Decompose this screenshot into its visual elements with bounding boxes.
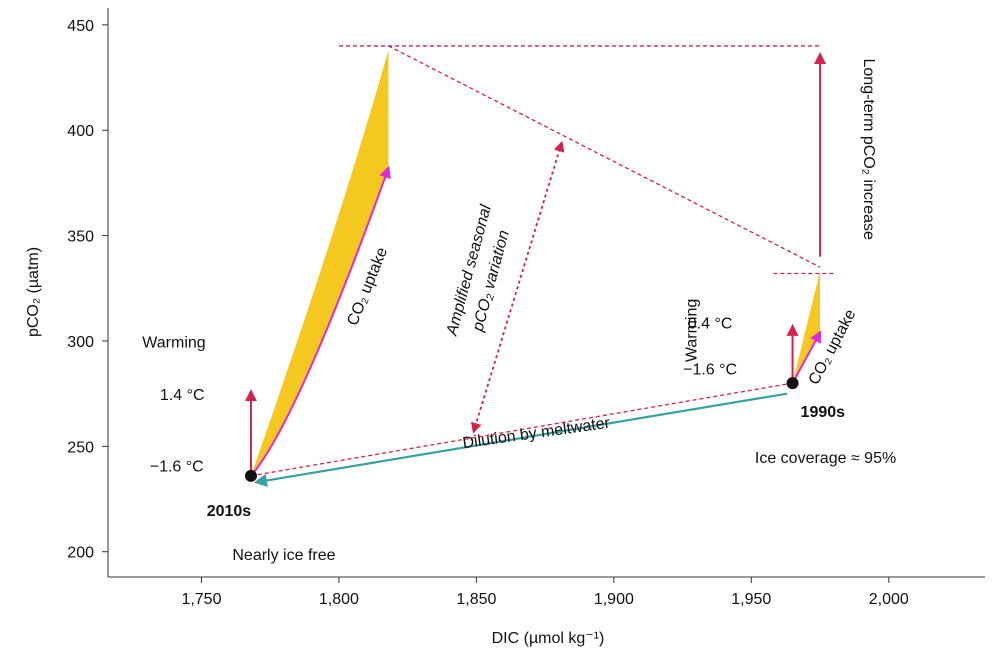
annotation-label: Ice coverage ≈ 95% xyxy=(755,450,896,467)
arrow-dilution xyxy=(253,392,788,487)
arrow-uptake-2010s xyxy=(250,165,391,477)
y-tick-label: 200 xyxy=(67,545,94,562)
data-point-1990s xyxy=(786,377,799,390)
annotation-label: Nearly ice free xyxy=(232,547,335,564)
y-tick-label: 350 xyxy=(67,229,94,246)
x-tick-label: 1,950 xyxy=(731,591,771,608)
arrow-uptake-1990s xyxy=(791,330,822,384)
x-tick-label: 1,750 xyxy=(181,591,221,608)
x-axis-title: DIC (µmol kg⁻¹) xyxy=(492,630,605,647)
x-tick-label: 1,800 xyxy=(319,591,359,608)
dashed-guide-line xyxy=(388,45,821,268)
annotation-label: −1.6 °C xyxy=(150,459,204,476)
x-tick-label: 1,850 xyxy=(456,591,496,608)
y-tick-label: 450 xyxy=(67,18,94,35)
y-tick-label: 300 xyxy=(67,334,94,351)
annotation-label: Long-term pCO₂ increase xyxy=(860,58,877,240)
x-tick-label: 2,000 xyxy=(869,591,909,608)
arrow-seasonal xyxy=(470,140,565,434)
annotation-label: Warming xyxy=(683,299,700,362)
annotation-label: Dilution by meltwater xyxy=(462,415,612,453)
annotation-label: 1990s xyxy=(801,404,846,421)
y-tick-label: 400 xyxy=(67,123,94,140)
y-axis-title: pCO₂ (µatm) xyxy=(25,247,42,337)
x-tick-label: 1,900 xyxy=(594,591,634,608)
annotation-label: 1.4 °C xyxy=(160,387,205,404)
annotation-label: −1.6 °C xyxy=(683,362,737,379)
annotation-label: 0.4 °C xyxy=(688,315,733,332)
data-point-2010s xyxy=(244,469,257,482)
y-tick-label: 250 xyxy=(67,439,94,456)
region-1990s xyxy=(792,271,821,384)
annotation-label: 2010s xyxy=(207,503,252,520)
annotation-label: Warming xyxy=(142,334,205,351)
